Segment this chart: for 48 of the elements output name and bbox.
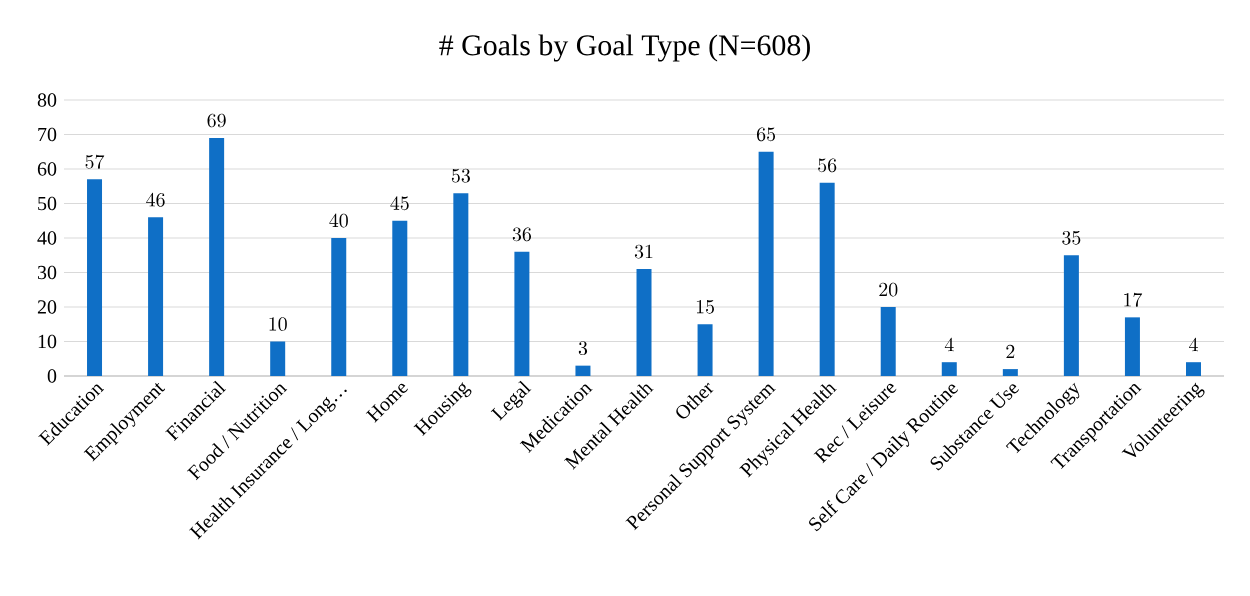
data-label: 53 — [451, 168, 470, 183]
y-tick-label: 40 — [37, 231, 57, 245]
data-label: 40 — [329, 213, 348, 228]
bar — [819, 182, 835, 376]
y-tick-label: 50 — [38, 196, 57, 211]
bar — [697, 324, 713, 376]
bar — [758, 151, 774, 376]
data-label: 15 — [696, 299, 714, 314]
data-label: 36 — [512, 227, 532, 242]
bar — [392, 220, 408, 376]
data-label: 4 — [1189, 337, 1198, 352]
y-tick-label: 60 — [37, 162, 57, 176]
bar — [880, 307, 896, 376]
bar — [209, 137, 225, 376]
bar — [1063, 255, 1079, 376]
y-tick-label: 30 — [38, 265, 57, 280]
data-label: 69 — [207, 113, 226, 128]
data-label: 10 — [269, 317, 287, 331]
data-label: 35 — [1062, 230, 1081, 245]
data-label: 3 — [578, 341, 588, 356]
data-label: 4 — [944, 337, 954, 352]
data-label: 20 — [879, 282, 898, 297]
data-label: 46 — [146, 192, 165, 207]
y-tick-label: 70 — [38, 127, 57, 142]
bar — [87, 179, 103, 376]
y-tick-label: 10 — [38, 334, 57, 349]
bar — [1124, 317, 1140, 376]
bar — [1002, 369, 1018, 376]
data-label: 65 — [756, 127, 776, 142]
data-label: 56 — [818, 158, 837, 173]
bar — [1185, 362, 1201, 376]
bar — [575, 365, 591, 376]
data-label: 45 — [390, 196, 409, 211]
data-label: 57 — [85, 154, 105, 169]
data-label: 17 — [1124, 292, 1143, 307]
bar — [270, 341, 286, 376]
y-tick-label: 20 — [37, 300, 57, 314]
bar — [453, 193, 469, 376]
bar — [636, 269, 652, 376]
y-tick-label: 0 — [47, 369, 57, 383]
chart-title: # Goals by Goal Type (N=608) — [439, 34, 810, 62]
y-tick-label: 80 — [37, 93, 57, 107]
bar — [148, 217, 164, 376]
data-label: 2 — [1006, 344, 1015, 359]
bar — [941, 362, 957, 376]
bar — [331, 238, 347, 376]
bar — [514, 251, 530, 376]
data-label: 31 — [634, 244, 653, 259]
